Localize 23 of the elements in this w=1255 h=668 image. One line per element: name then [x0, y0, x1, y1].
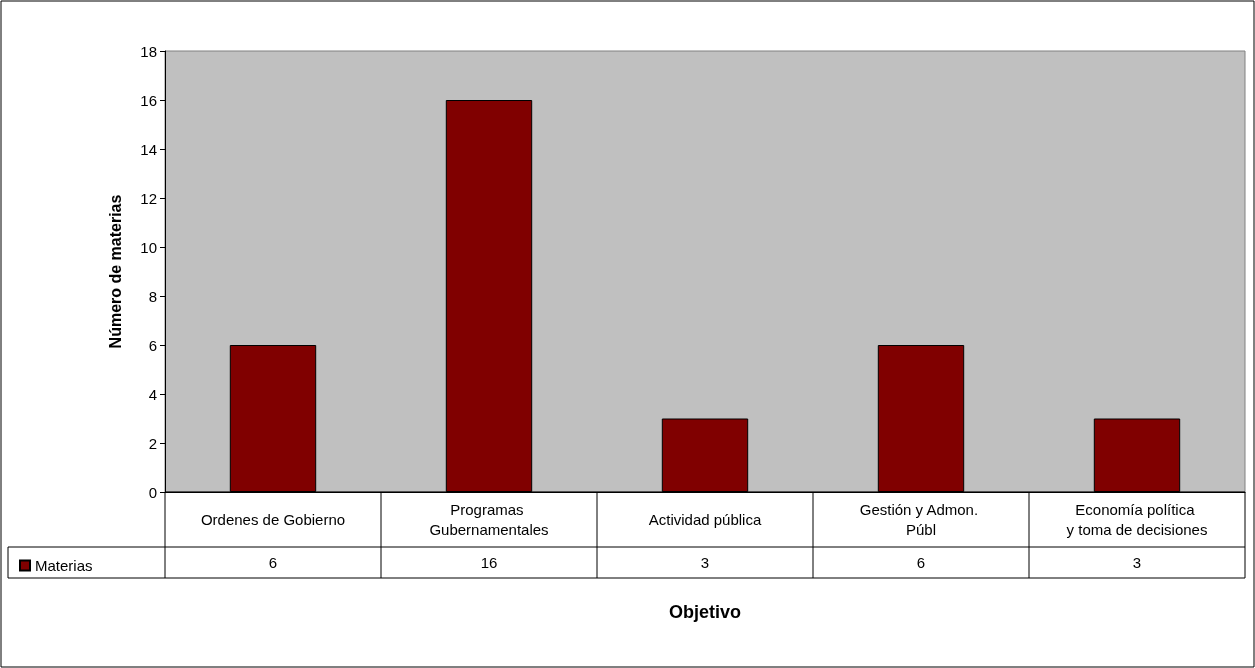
legend-label: Materias — [35, 557, 93, 574]
y-axis-title: Número de materias — [106, 194, 124, 349]
x-tick-label: Programas Gubernamentales — [429, 500, 549, 538]
x-tick-label: Ordenes de Gobierno — [200, 510, 346, 528]
y-tick-label: 14 — [140, 140, 157, 158]
y-tick-label: 2 — [148, 434, 157, 452]
y-tick-label: 4 — [148, 385, 157, 403]
y-tick-label: 10 — [140, 238, 157, 256]
y-tick-label: 16 — [140, 91, 157, 109]
y-tick-label: 0 — [148, 483, 157, 501]
x-tick-label: Gestión y Admon. Públ — [859, 500, 983, 538]
data-label: 6 — [268, 554, 278, 571]
y-tick-label: 8 — [148, 287, 157, 305]
data-label: 6 — [916, 554, 926, 571]
data-label: 16 — [480, 554, 498, 571]
x-tick-label: Actividad pública — [648, 510, 762, 528]
data-label: 3 — [700, 554, 710, 571]
y-tick-label: 12 — [140, 189, 157, 207]
data-label: 3 — [1132, 554, 1142, 571]
y-tick-label: 6 — [148, 336, 157, 354]
x-axis-title: Objetivo — [668, 602, 742, 622]
y-tick-label: 18 — [140, 42, 157, 60]
x-tick-label: Economía política y toma de decisiones — [1066, 500, 1208, 538]
